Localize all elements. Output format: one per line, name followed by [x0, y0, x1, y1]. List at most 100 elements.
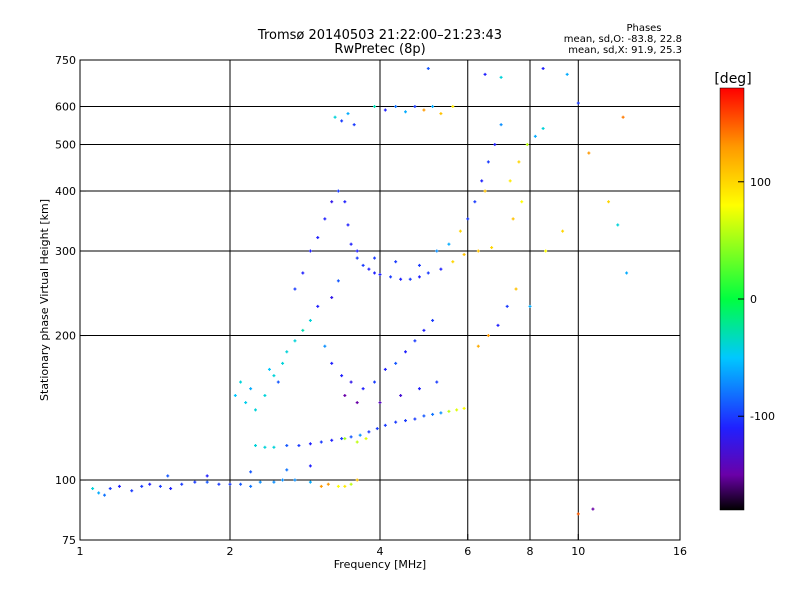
data-point — [541, 67, 545, 71]
data-point — [319, 484, 323, 488]
data-point — [258, 480, 262, 484]
data-point — [486, 334, 490, 338]
x-tick-label: 4 — [377, 545, 384, 558]
data-point — [323, 217, 327, 221]
y-tick-label: 750 — [55, 54, 76, 67]
data-point — [483, 189, 487, 193]
data-point — [394, 105, 398, 109]
data-point — [625, 271, 629, 275]
data-point — [426, 67, 430, 71]
chart-title: Tromsø 20140503 21:22:00–21:23:43 — [257, 28, 502, 43]
data-point — [263, 394, 267, 398]
data-point — [373, 105, 377, 109]
data-point — [375, 427, 379, 431]
data-point — [364, 437, 368, 441]
x-axis-label: Frequency [MHz] — [334, 558, 426, 571]
data-point — [355, 440, 359, 444]
data-point — [217, 482, 221, 486]
data-point — [343, 394, 347, 398]
data-point — [249, 387, 253, 391]
data-point — [621, 115, 625, 119]
data-point — [140, 484, 144, 488]
data-point — [267, 367, 271, 371]
data-point — [249, 470, 253, 474]
data-point — [169, 487, 173, 491]
data-point — [525, 143, 529, 147]
data-point — [336, 189, 340, 193]
data-point — [417, 263, 421, 267]
x-tick-label: 2 — [227, 545, 234, 558]
y-tick-label: 75 — [62, 534, 76, 547]
data-point — [367, 267, 371, 271]
data-point — [587, 151, 591, 155]
x-tick-label: 1 — [77, 545, 84, 558]
colorbar-ticks: 100 0 -100 — [738, 176, 775, 423]
data-point — [394, 361, 398, 365]
data-point — [361, 263, 365, 267]
data-point — [361, 387, 365, 391]
data-point — [394, 260, 398, 264]
data-point — [253, 408, 257, 412]
data-point — [439, 411, 443, 415]
colorbar-tick-label: -100 — [750, 410, 775, 423]
data-point — [319, 440, 323, 444]
data-point — [486, 160, 490, 164]
data-point — [340, 119, 344, 123]
data-point — [403, 110, 407, 114]
colorbar-tick-label: 100 — [750, 176, 771, 189]
data-point — [326, 482, 330, 486]
data-point — [422, 328, 426, 332]
data-point — [616, 223, 620, 227]
data-point — [499, 75, 503, 79]
data-point — [394, 420, 398, 424]
stats-o-line: mean, sd,O: -83.8, 22.8 — [564, 34, 682, 45]
data-point — [383, 108, 387, 112]
data-point — [308, 318, 312, 322]
colorbar-label: [deg] — [714, 71, 751, 87]
data-point — [272, 480, 276, 484]
data-point — [493, 143, 497, 147]
data-point — [413, 417, 417, 421]
data-point — [413, 339, 417, 343]
data-point — [355, 256, 359, 260]
y-axis: 75 100 200 300 400 500 600 750 — [55, 54, 86, 547]
data-point — [476, 344, 480, 348]
data-point — [249, 484, 253, 488]
data-point — [233, 394, 237, 398]
data-point — [316, 236, 320, 240]
data-point — [285, 444, 289, 448]
data-point — [373, 271, 377, 275]
data-point — [349, 380, 353, 384]
data-point — [301, 271, 305, 275]
data-point — [293, 478, 297, 482]
data-point — [367, 430, 371, 434]
data-point — [239, 380, 243, 384]
data-point — [158, 484, 162, 488]
grid-lines — [80, 60, 680, 540]
data-point — [343, 437, 347, 441]
data-point — [508, 179, 512, 183]
data-point — [607, 200, 611, 204]
data-point — [462, 253, 466, 257]
x-tick-label: 16 — [673, 545, 687, 558]
data-point — [403, 419, 407, 423]
data-point — [417, 387, 421, 391]
data-point — [447, 242, 451, 246]
data-point — [541, 126, 545, 130]
data-point — [293, 287, 297, 291]
data-point — [473, 200, 477, 204]
data-point — [439, 112, 443, 116]
data-point — [349, 435, 353, 439]
y-tick-label: 300 — [55, 245, 76, 258]
data-point — [565, 72, 569, 76]
data-point — [483, 72, 487, 76]
data-point — [281, 361, 285, 365]
data-point — [451, 105, 455, 109]
data-point — [285, 468, 289, 472]
data-point — [346, 223, 350, 227]
data-point — [514, 287, 518, 291]
data-point — [352, 123, 356, 127]
data-point — [426, 271, 430, 275]
data-point — [97, 491, 101, 495]
data-point — [281, 478, 285, 482]
